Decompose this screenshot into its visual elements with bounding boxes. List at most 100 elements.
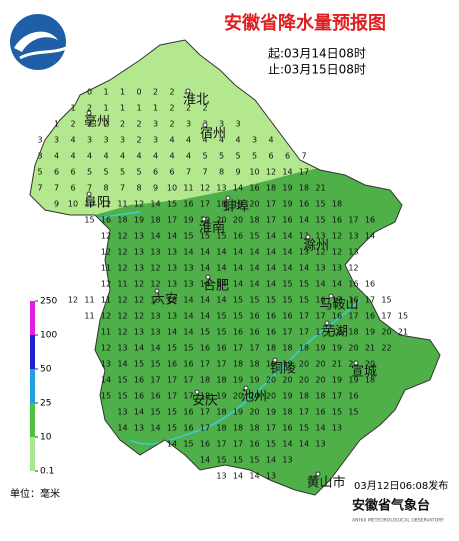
grid-value: 14 [233, 472, 243, 481]
city-dot [272, 357, 278, 363]
grid-value: 12 [315, 248, 325, 257]
grid-value: 5 [136, 168, 141, 177]
grid-value: 17 [266, 216, 276, 225]
grid-value: 18 [348, 328, 358, 337]
org: 安徽省气象台 [352, 498, 430, 514]
grid-value: 19 [282, 360, 292, 369]
grid-value: 3 [153, 120, 158, 129]
grid-value: 16 [249, 328, 259, 337]
grid-value: 7 [202, 168, 207, 177]
city-label: 滁州 [303, 238, 329, 254]
grid-value: 3 [153, 136, 158, 145]
grid-value: 21 [315, 184, 325, 193]
grid-value: 10 [68, 200, 78, 209]
grid-value: 20 [249, 200, 259, 209]
grid-value: 17 [299, 168, 309, 177]
grid-value: 7 [37, 184, 42, 193]
grid-value: 14 [134, 408, 144, 417]
grid-value: 11 [183, 184, 193, 193]
grid-value: 2 [70, 120, 75, 129]
grid-value: 17 [249, 344, 259, 353]
grid-value: 13 [134, 264, 144, 273]
city-dot [201, 216, 207, 222]
city-dot [328, 293, 334, 299]
grid-value: 1 [153, 104, 158, 113]
grid-value: 1 [54, 120, 59, 129]
grid-value: 18 [365, 376, 375, 385]
grid-value: 13 [183, 264, 193, 273]
grid-value: 14 [315, 280, 325, 289]
grid-value: 2 [169, 88, 174, 97]
grid-value: 19 [365, 328, 375, 337]
grid-value: 3 [54, 136, 59, 145]
grid-value: 14 [282, 232, 292, 241]
grid-value: 16 [365, 216, 375, 225]
grid-value: 17 [332, 392, 342, 401]
grid-value: 5 [219, 152, 224, 161]
grid-value: 4 [235, 136, 240, 145]
grid-value: 2 [87, 104, 92, 113]
grid-value: 2 [153, 88, 158, 97]
grid-value: 15 [167, 424, 177, 433]
grid-value: 11 [117, 280, 127, 289]
city-dot [353, 360, 359, 366]
grid-value: 18 [216, 424, 226, 433]
grid-value: 14 [299, 216, 309, 225]
legend-label: 100 [40, 331, 57, 341]
grid-value: 15 [233, 312, 243, 321]
grid-value: 16 [332, 216, 342, 225]
grid-value: 11 [84, 296, 94, 305]
grid-value: 19 [216, 392, 226, 401]
grid-value: 19 [233, 376, 243, 385]
grid-value: 2 [120, 120, 125, 129]
grid-value: 13 [134, 424, 144, 433]
legend-label: 0.1 [40, 467, 54, 477]
grid-value: 14 [167, 440, 177, 449]
grid-value: 0 [87, 88, 92, 97]
grid-value: 17 [150, 376, 160, 385]
grid-value: 9 [153, 184, 158, 193]
grid-value: 15 [233, 456, 243, 465]
grid-value: 18 [233, 360, 243, 369]
grid-value: 14 [299, 440, 309, 449]
grid-value: 12 [134, 296, 144, 305]
end-time: 止:03月15日08时 [268, 63, 366, 77]
grid-value: 2 [169, 104, 174, 113]
grid-value: 7 [120, 184, 125, 193]
grid-value: 14 [315, 424, 325, 433]
grid-value: 18 [117, 216, 127, 225]
grid-value: 18 [332, 328, 342, 337]
grid-value: 14 [200, 456, 210, 465]
grid-value: 19 [315, 344, 325, 353]
grid-value: 20 [381, 328, 391, 337]
grid-value: 14 [150, 200, 160, 209]
grid-value: 18 [266, 184, 276, 193]
grid-value: 12 [348, 264, 358, 273]
grid-value: 13 [332, 424, 342, 433]
grid-value: 15 [233, 296, 243, 305]
grid-value: 20 [233, 392, 243, 401]
grid-value: 16 [134, 376, 144, 385]
grid-value: 12 [117, 248, 127, 257]
legend-swatch [30, 335, 35, 369]
grid-value: 16 [315, 296, 325, 305]
city-label: 铜陵 [270, 362, 296, 377]
grid-value: 13 [299, 248, 309, 257]
city-dot [225, 195, 231, 201]
grid-value: 19 [332, 344, 342, 353]
grid-value: 15 [134, 360, 144, 369]
grid-value: 14 [233, 248, 243, 257]
grid-value: 20 [249, 392, 259, 401]
city-dot [305, 234, 311, 240]
grid-value: 18 [282, 344, 292, 353]
grid-value: 16 [183, 200, 193, 209]
grid-value: 13 [150, 312, 160, 321]
grid-value: 13 [150, 296, 160, 305]
grid-value: 17 [183, 392, 193, 401]
city-dot [86, 110, 92, 116]
grid-value: 18 [332, 200, 342, 209]
city-label: 安庆 [192, 394, 218, 409]
grid-value: 11 [101, 264, 111, 273]
grid-value: 20 [266, 376, 276, 385]
grid-value: 7 [186, 168, 191, 177]
